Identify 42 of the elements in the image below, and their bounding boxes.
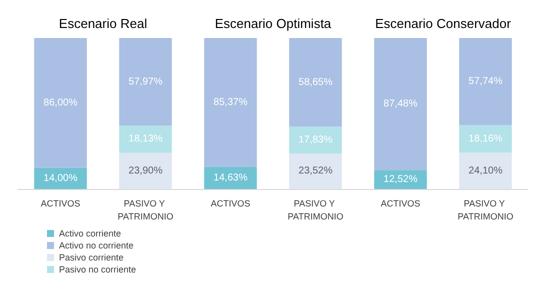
bar [459,152,512,189]
legend-label: Pasivo corriente [59,252,124,262]
bar [289,153,342,189]
data-label: 86,00% [44,97,78,108]
data-label: 12,52% [384,174,418,186]
data-label: 23,52% [298,166,333,177]
data-label: 17,83% [298,134,333,146]
data-label: 18,16% [468,133,503,144]
legend-label: Activo corriente [59,228,122,238]
x-tick-label: PASIVO Y PATRIMONIO [118,198,174,222]
data-label: 14,00% [44,172,78,184]
legend-label: Activo no corriente [59,240,134,250]
data-label: 85,37% [214,96,248,108]
bar [459,125,512,153]
bar [119,126,172,153]
bar [119,38,172,126]
data-label: 57,74% [468,76,503,88]
x-tick-label: PASIVO Y PATRIMONIO [458,198,514,222]
data-label: 18,13% [128,134,163,145]
legend-label: Pasivo no corriente [59,264,136,274]
data-label: 24,10% [468,165,503,176]
bar [374,170,427,189]
bar [289,38,342,127]
data-label: 58,65% [298,76,333,88]
bar [204,166,257,189]
bar [34,38,87,168]
bar [204,38,257,167]
bar [374,38,427,170]
x-tick-label: PASIVO Y PATRIMONIO [288,198,344,222]
bar [119,152,172,189]
data-label: 87,48% [384,98,418,110]
text: Escenario Optimista [214,16,332,31]
bar [289,126,342,154]
bar [459,38,512,126]
x-tick-label: ACTIVOS [380,198,420,208]
text: Escenario Real [58,16,148,31]
x-tick-label: ACTIVOS [210,198,250,208]
data-label: 57,97% [128,76,163,88]
text: Escenario Conservador [375,16,512,31]
data-label: 14,63% [214,172,248,184]
x-tick-label: ACTIVOS [40,198,80,208]
data-label: 23,90% [128,165,163,176]
